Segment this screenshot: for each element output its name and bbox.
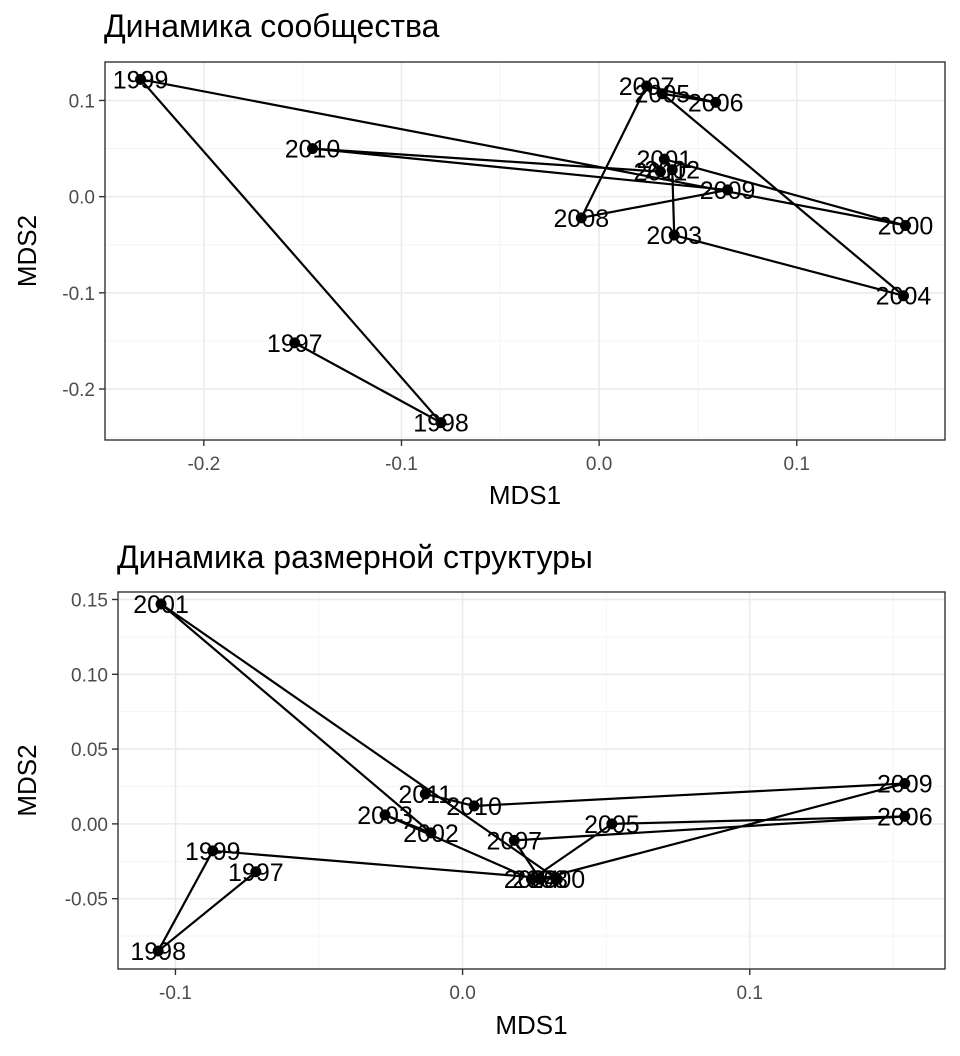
point-label-2001: 2001 bbox=[133, 591, 189, 619]
point-2010 bbox=[307, 143, 319, 155]
y-tick-label: 0.05 bbox=[71, 740, 108, 761]
y-tick-label: 0.1 bbox=[69, 91, 95, 112]
community-dynamics-plot: -0.2 -0.1 0.0 0.1 -0.2 -0.1 0.0 0.1 1997 1998 1999… bbox=[12, 61, 946, 510]
point-label-2004: 2004 bbox=[504, 866, 560, 894]
point-2000 bbox=[551, 873, 563, 885]
point-2006 bbox=[710, 96, 722, 108]
point-2007 bbox=[508, 834, 520, 846]
point-label-1997: 1997 bbox=[228, 859, 284, 887]
x-axis-title: MDS1 bbox=[495, 1010, 567, 1040]
point-1997 bbox=[250, 866, 262, 878]
point-2003 bbox=[379, 809, 391, 821]
x-tick-label: 0.0 bbox=[449, 983, 475, 1004]
y-tick-label: 0.00 bbox=[71, 815, 108, 836]
point-label-2007: 2007 bbox=[619, 73, 675, 101]
size-structure-dynamics-plot: -0.1 0.0 0.1-0.050.000.050.100.15199719981… bbox=[12, 590, 946, 1040]
point-label-1997: 1997 bbox=[267, 330, 323, 358]
point-label-2011: 2011 bbox=[398, 781, 452, 809]
y-tick-label: -0.1 bbox=[62, 284, 95, 305]
x-axis-title: MDS1 bbox=[489, 480, 561, 510]
point-2011 bbox=[419, 788, 431, 800]
point-label-2004: 2004 bbox=[876, 283, 932, 311]
point-2002 bbox=[425, 827, 437, 839]
point-label-2009: 2009 bbox=[700, 177, 756, 205]
point-label-2003: 2003 bbox=[646, 222, 702, 250]
y-tick-label: 0.15 bbox=[71, 590, 108, 611]
point-2008 bbox=[534, 873, 546, 885]
y-tick-label: -0.2 bbox=[62, 380, 95, 401]
point-1998 bbox=[152, 945, 164, 957]
point-2009 bbox=[722, 184, 734, 196]
x-tick-label: -0.2 bbox=[187, 454, 220, 475]
y-axis-title: MDS2 bbox=[12, 744, 42, 816]
point-label-1998: 1998 bbox=[130, 938, 186, 966]
points bbox=[152, 598, 911, 957]
chart-title: Динамика сообщества bbox=[104, 8, 440, 44]
point-label-2002: 2002 bbox=[644, 157, 700, 185]
point-2009 bbox=[899, 777, 911, 789]
point-2010 bbox=[468, 800, 480, 812]
point-2004 bbox=[526, 873, 537, 885]
point-2007 bbox=[641, 80, 653, 92]
point-label-2010: 2010 bbox=[446, 793, 502, 821]
point-label-2011: 2011 bbox=[634, 159, 688, 187]
x-tick-label: 0.1 bbox=[737, 983, 763, 1004]
point-1997 bbox=[289, 337, 301, 349]
point-labels: 1997199819992000200120022003200420052006… bbox=[113, 66, 934, 437]
point-label-2002: 2002 bbox=[403, 820, 459, 848]
point-label-2009: 2009 bbox=[877, 770, 933, 798]
point-label-2006: 2006 bbox=[877, 803, 933, 831]
point-label-1999: 1999 bbox=[113, 66, 169, 94]
plot-frame bbox=[117, 591, 946, 970]
point-2000 bbox=[899, 220, 911, 232]
point-2006 bbox=[899, 810, 911, 822]
point-2002 bbox=[666, 164, 678, 176]
point-2005 bbox=[606, 818, 618, 830]
point-label-1998: 1998 bbox=[413, 410, 469, 438]
point-2001 bbox=[658, 153, 670, 165]
point-2005 bbox=[656, 88, 668, 100]
x-tick-label: 0.1 bbox=[784, 454, 810, 475]
point-1998 bbox=[435, 417, 447, 429]
point-label-2003: 2003 bbox=[357, 802, 413, 830]
point-2003 bbox=[668, 229, 680, 241]
point-1999 bbox=[207, 845, 219, 857]
point-label-2008: 2008 bbox=[512, 866, 568, 894]
point-2011 bbox=[654, 166, 666, 178]
points bbox=[135, 73, 911, 429]
point-label-2007: 2007 bbox=[486, 827, 542, 855]
panel-size-structure-dynamics: Динамика размерной структуры -0.1 0.0 0.1 -… bbox=[0, 528, 960, 1056]
major-gridlines bbox=[105, 62, 945, 440]
point-label-2006: 2006 bbox=[688, 89, 744, 117]
point-label-2010: 2010 bbox=[285, 136, 341, 164]
plot-frame bbox=[104, 61, 946, 441]
point-label-2005: 2005 bbox=[584, 811, 640, 839]
trajectory-line bbox=[139, 78, 907, 424]
x-tick-label: -0.1 bbox=[159, 983, 192, 1004]
y-tick-label: 0.10 bbox=[71, 665, 108, 686]
point-label-2000: 2000 bbox=[530, 866, 586, 894]
x-tick-label: 0.0 bbox=[586, 454, 612, 475]
x-tick-label: -0.1 bbox=[385, 454, 418, 475]
point-label-2005: 2005 bbox=[635, 81, 691, 109]
point-label-2000: 2000 bbox=[878, 213, 934, 241]
chart-title: Динамика размерной структуры bbox=[117, 539, 593, 575]
y-tick-label: -0.05 bbox=[65, 890, 108, 911]
minor-gridlines bbox=[105, 62, 945, 440]
major-gridlines bbox=[118, 592, 945, 969]
point-2008 bbox=[575, 212, 587, 224]
point-label-1999: 1999 bbox=[185, 838, 241, 866]
point-label-2008: 2008 bbox=[554, 205, 610, 233]
y-tick-label: 0.0 bbox=[69, 188, 95, 209]
point-2001 bbox=[155, 598, 167, 610]
minor-gridlines bbox=[118, 592, 945, 969]
panel-community-dynamics: Динамика сообщества -0.2 -0.1 0.0 0.1 -0.2 -0… bbox=[12, 8, 946, 510]
point-1999 bbox=[135, 73, 147, 85]
point-2004 bbox=[897, 290, 909, 302]
y-axis-title: MDS2 bbox=[12, 215, 42, 287]
point-label-2001: 2001 bbox=[637, 146, 693, 174]
